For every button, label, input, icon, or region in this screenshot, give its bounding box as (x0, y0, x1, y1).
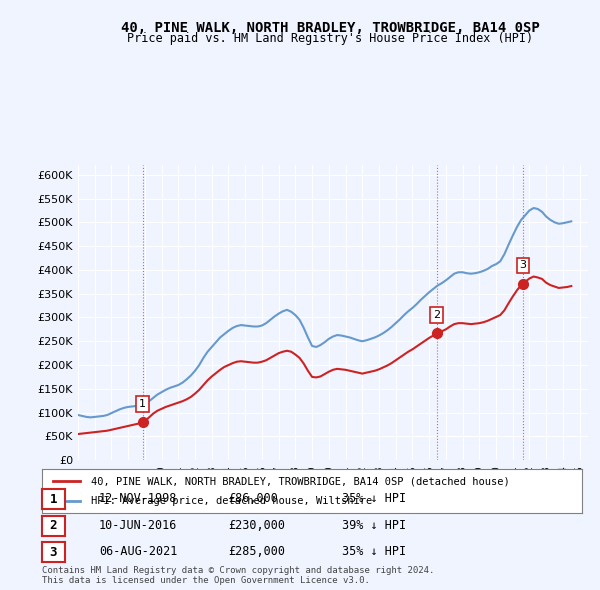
Text: 10-JUN-2016: 10-JUN-2016 (99, 519, 178, 532)
Text: 39% ↓ HPI: 39% ↓ HPI (342, 519, 406, 532)
Text: 35% ↓ HPI: 35% ↓ HPI (342, 545, 406, 558)
Text: 12-NOV-1998: 12-NOV-1998 (99, 492, 178, 505)
Text: 1: 1 (139, 399, 146, 409)
Text: 1: 1 (50, 493, 57, 506)
Text: Contains HM Land Registry data © Crown copyright and database right 2024.: Contains HM Land Registry data © Crown c… (42, 566, 434, 575)
Text: This data is licensed under the Open Government Licence v3.0.: This data is licensed under the Open Gov… (42, 576, 370, 585)
Text: £86,000: £86,000 (228, 492, 278, 505)
Text: 06-AUG-2021: 06-AUG-2021 (99, 545, 178, 558)
Text: 3: 3 (50, 546, 57, 559)
Text: 40, PINE WALK, NORTH BRADLEY, TROWBRIDGE, BA14 0SP (detached house): 40, PINE WALK, NORTH BRADLEY, TROWBRIDGE… (91, 477, 509, 486)
Text: £230,000: £230,000 (228, 519, 285, 532)
Text: 3: 3 (519, 260, 526, 270)
Text: £285,000: £285,000 (228, 545, 285, 558)
Text: 2: 2 (433, 310, 440, 320)
Text: 40, PINE WALK, NORTH BRADLEY, TROWBRIDGE, BA14 0SP: 40, PINE WALK, NORTH BRADLEY, TROWBRIDGE… (121, 21, 539, 35)
Text: 35% ↓ HPI: 35% ↓ HPI (342, 492, 406, 505)
Text: 2: 2 (50, 519, 57, 532)
Text: Price paid vs. HM Land Registry's House Price Index (HPI): Price paid vs. HM Land Registry's House … (127, 32, 533, 45)
Text: HPI: Average price, detached house, Wiltshire: HPI: Average price, detached house, Wilt… (91, 496, 372, 506)
